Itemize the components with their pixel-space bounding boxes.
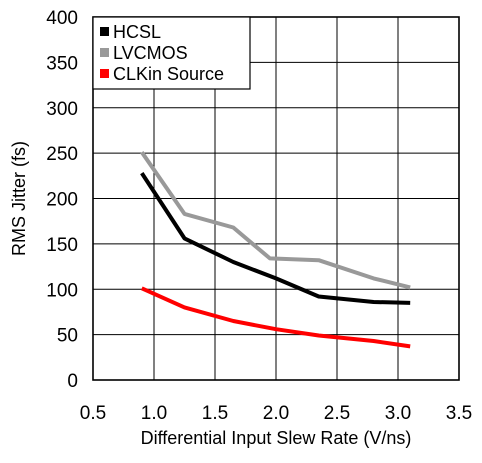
- legend-label-lvcmos: LVCMOS: [113, 43, 188, 63]
- y-tick-labels: 0 50 100 150 200 250 300 350 400: [46, 8, 78, 392]
- series-line-clkin-source: [140, 286, 411, 349]
- x-tick-label: 3.5: [446, 403, 472, 424]
- x-tick-label: 2.5: [324, 403, 350, 424]
- x-tick-label: 0.5: [80, 403, 106, 424]
- y-tick-label: 150: [46, 235, 78, 256]
- y-tick-label: 0: [67, 371, 78, 392]
- y-tick-label: 300: [46, 99, 78, 120]
- legend-label-clkin-source: CLKin Source: [113, 64, 224, 84]
- legend-swatch-hcsl: [100, 27, 109, 36]
- y-axis-title: RMS Jitter (fs): [9, 141, 29, 256]
- x-tick-label: 3.0: [385, 403, 411, 424]
- x-axis-title: Differential Input Slew Rate (V/ns): [141, 428, 412, 448]
- series-line-lvcmos: [140, 151, 411, 290]
- y-tick-label: 100: [46, 280, 78, 301]
- y-tick-label: 50: [57, 326, 78, 347]
- x-tick-label: 1.0: [141, 403, 167, 424]
- legend-swatch-lvcmos: [100, 48, 109, 57]
- y-tick-label: 350: [46, 53, 78, 74]
- plot-frame: [92, 16, 460, 381]
- y-tick-label: 200: [46, 190, 78, 211]
- y-tick-label: 250: [46, 144, 78, 165]
- series-line-hcsl: [140, 172, 411, 305]
- legend-swatch-clkin-source: [100, 69, 109, 78]
- x-tick-label: 2.0: [263, 403, 289, 424]
- legend-box: [92, 16, 251, 90]
- x-tick-label: 1.5: [202, 403, 228, 424]
- series-lines: [140, 151, 411, 349]
- y-tick-label: 400: [46, 8, 78, 29]
- x-tick-labels: 0.5 1.0 1.5 2.0 2.5 3.0 3.5: [80, 403, 472, 424]
- legend-label-hcsl: HCSL: [113, 22, 161, 42]
